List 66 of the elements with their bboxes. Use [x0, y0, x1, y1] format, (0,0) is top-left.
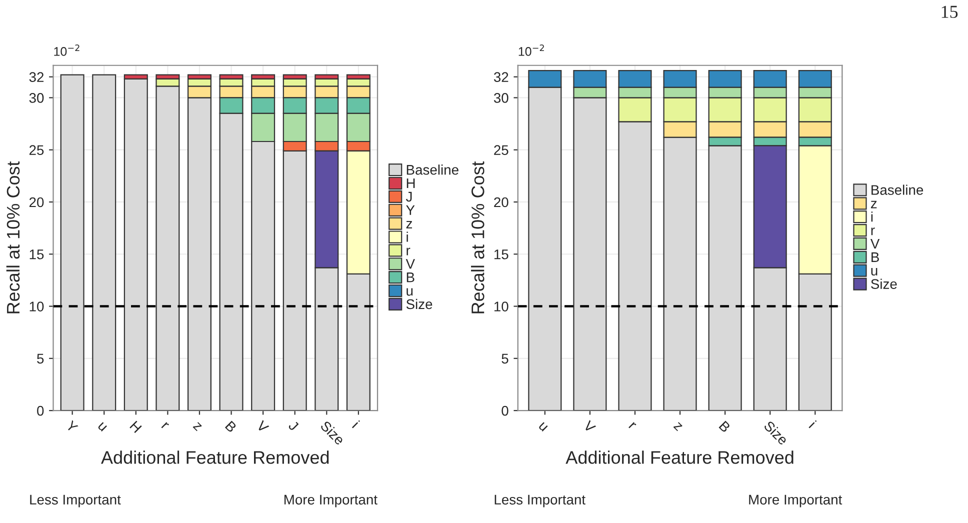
y-tick-label: 10 — [30, 302, 44, 312]
x-tick-label: Size — [763, 420, 789, 446]
legend-label: i — [406, 232, 408, 242]
x-tick-label: u — [98, 422, 107, 432]
x-tick-label: B — [224, 420, 237, 433]
text: Less Important — [30, 494, 121, 508]
legend-label: Y — [406, 205, 415, 215]
y-tick-label: 32 — [494, 72, 508, 82]
y-tick-label: 20 — [494, 197, 508, 208]
x-axis-title: Additional Feature Removed — [101, 450, 329, 464]
y-tick-label: 0 — [502, 406, 508, 416]
y-axis-title: Recall at 10% Cost — [471, 161, 484, 314]
legend-label: V — [406, 259, 415, 269]
x-tick-label: J — [288, 420, 299, 431]
y-tick-label: 20 — [29, 197, 44, 208]
y-tick-label: 0 — [37, 406, 44, 416]
y-tick-label: 5 — [502, 354, 508, 364]
x-tick-label: H — [130, 420, 142, 433]
x-tick-label: B — [718, 420, 731, 433]
legend-label: z — [870, 200, 877, 208]
y-tick-label: 30 — [29, 93, 44, 103]
legend-label: H — [406, 178, 415, 188]
y-tick-label: 5 — [37, 354, 44, 364]
text: Less Important — [494, 494, 586, 508]
legend-label: r — [871, 228, 875, 236]
y-tick-label: 30 — [494, 93, 508, 103]
y-tick-label: 15 — [30, 250, 44, 260]
bar — [60, 74, 84, 411]
legend-label: Size — [406, 298, 432, 310]
x-tick-label: z — [192, 422, 202, 432]
bar — [124, 78, 148, 411]
text: 10$^{−2}$ — [54, 44, 80, 56]
x-tick-label: i — [352, 420, 360, 428]
x-tick-label: r — [161, 422, 169, 430]
legend-label: r — [406, 248, 410, 256]
x-axis-title: Additional Feature Removed — [566, 450, 794, 464]
legend-label: Size — [871, 278, 897, 289]
x-tick-label: u — [538, 422, 548, 432]
y-tick-label: 25 — [494, 145, 508, 156]
legend-label: Baseline — [872, 184, 924, 195]
x-tick-label: z — [673, 422, 683, 432]
text: More Important — [284, 494, 378, 508]
x-tick-label: i — [808, 420, 817, 428]
legend-label: Baseline — [406, 164, 458, 175]
x-tick-label: V — [256, 420, 270, 434]
legend-label: u — [871, 268, 878, 276]
legend-label: V — [870, 238, 880, 249]
legend-label: J — [406, 192, 412, 202]
x-tick-label: V — [582, 420, 596, 434]
y-tick-label: 25 — [29, 145, 44, 156]
text: 15 — [942, 6, 958, 18]
text: 10$^{−2}$ — [518, 44, 544, 56]
legend-label: u — [406, 288, 413, 296]
x-tick-label: r — [628, 422, 636, 430]
legend-label: B — [406, 272, 414, 282]
y-axis-title: Recall at 10% Cost — [6, 161, 20, 314]
y-tick-label: 32 — [29, 72, 44, 82]
y-tick-label: 15 — [494, 250, 508, 260]
y-tick-label: 10 — [494, 302, 508, 312]
x-tick-label: Size — [320, 420, 346, 446]
bar — [92, 74, 116, 411]
x-tick-label: Y — [65, 420, 78, 434]
legend-label: z — [406, 221, 412, 228]
legend-label: B — [872, 252, 879, 262]
legend-label: i — [871, 212, 873, 222]
text: More Important — [749, 494, 842, 508]
